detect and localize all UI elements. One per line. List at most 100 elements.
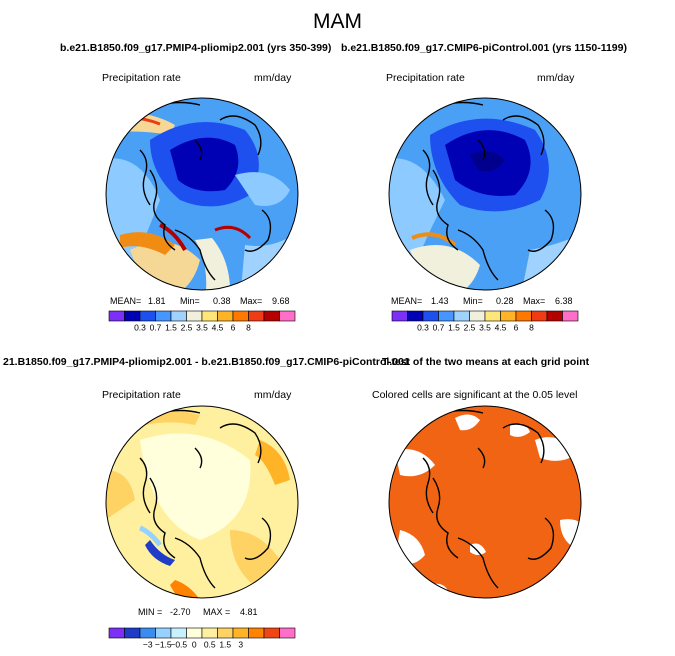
- cb2-swatch-2: [422, 310, 439, 322]
- colorbar-bottom-left-ticks: −3 −1.5−0.5 0 0.5 1.5 3: [143, 640, 243, 650]
- map-bottom-left: [106, 406, 298, 598]
- cb3-tick-label-1: −1.5: [155, 640, 172, 650]
- difference-title: 21.B1850.f09_g17.PMIP4-pliomip2.001 - b.…: [3, 356, 410, 368]
- cb2-swatch-7: [500, 310, 517, 322]
- cb2-swatch-8: [515, 310, 532, 322]
- cb3-swatch-4: [170, 627, 187, 639]
- map-bottom-left-border: [105, 405, 299, 599]
- cb3-tick-label-0: −3: [143, 640, 153, 650]
- cb3-tick-label-2: −0.5: [170, 640, 187, 650]
- case-title-right: b.e21.B1850.f09_g17.CMIP6-piControl.001 …: [341, 42, 627, 54]
- cb3-swatch-9: [248, 627, 265, 639]
- cb3-swatch-10: [263, 627, 280, 639]
- top-left-mean-value: 1.81: [148, 296, 166, 306]
- cb1-swatch-7: [217, 310, 234, 322]
- cb2-swatch-6: [484, 310, 501, 322]
- colorbar-bottom-left: [108, 627, 296, 639]
- case-title-left: b.e21.B1850.f09_g17.PMIP4-pliomip2.001 (…: [60, 42, 332, 54]
- season-title: MAM: [313, 10, 362, 33]
- map-bottom-right: [389, 406, 581, 598]
- cb1-swatch-6: [201, 310, 218, 322]
- colorbar-top-right-ticks: 0.3 0.7 1.5 2.5 3.5 4.5 6 8: [417, 323, 534, 333]
- bottom-left-variable: Precipitation rate: [102, 389, 181, 401]
- cb1-swatch-10: [263, 310, 280, 322]
- diff-min-value: -2.70: [170, 607, 191, 617]
- top-left-variable: Precipitation rate: [102, 72, 181, 84]
- cb1-swatch-5: [186, 310, 203, 322]
- ttest-subtitle: Colored cells are significant at the 0.0…: [372, 389, 578, 401]
- cb1-swatch-11: [279, 310, 296, 322]
- cb2-swatch-11: [562, 310, 579, 322]
- cb1-tick-label-2: 1.5: [165, 323, 177, 333]
- map-top-right-border: [388, 97, 582, 291]
- top-right-min-value: 0.28: [496, 296, 514, 306]
- map-top-left: [106, 98, 298, 290]
- cb1-tick-label-5: 4.5: [212, 323, 224, 333]
- top-right-mean-label: MEAN=: [391, 296, 423, 306]
- cb2-tick-label-2: 1.5: [448, 323, 460, 333]
- top-left-max-label: Max=: [240, 296, 263, 306]
- map-top-left-border: [105, 97, 299, 291]
- cb3-swatch-7: [217, 627, 234, 639]
- cb3-tick-label-6: 3: [238, 640, 243, 650]
- map-bottom-right-border: [388, 405, 582, 599]
- cb2-tick-label-4: 3.5: [479, 323, 491, 333]
- top-right-min-label: Min=: [463, 296, 483, 306]
- cb1-tick-label-7: 8: [246, 323, 251, 333]
- cb2-tick-label-3: 2.5: [464, 323, 476, 333]
- top-left-mean-label: MEAN=: [110, 296, 142, 306]
- cb2-tick-label-1: 0.7: [433, 323, 445, 333]
- cb3-swatch-1: [124, 627, 141, 639]
- cb2-tick-label-0: 0.3: [417, 323, 429, 333]
- cb2-tick-label-7: 8: [529, 323, 534, 333]
- top-right-max-label: Max=: [523, 296, 546, 306]
- colorbar-top-right: [391, 310, 579, 322]
- cb1-tick-label-1: 0.7: [150, 323, 162, 333]
- cb1-swatch-3: [155, 310, 172, 322]
- cb2-swatch-3: [438, 310, 455, 322]
- colorbar-top-left: [108, 310, 296, 322]
- cb2-swatch-5: [469, 310, 486, 322]
- diff-min-label: MIN =: [138, 607, 163, 617]
- cb3-tick-label-5: 1.5: [219, 640, 231, 650]
- cb1-tick-label-6: 6: [231, 323, 236, 333]
- cb1-swatch-2: [139, 310, 156, 322]
- cb3-swatch-5: [186, 627, 203, 639]
- cb1-tick-label-3: 2.5: [181, 323, 193, 333]
- cb2-tick-label-5: 4.5: [495, 323, 507, 333]
- top-right-variable: Precipitation rate: [386, 72, 465, 84]
- diff-max-value: 4.81: [240, 607, 258, 617]
- cb1-tick-label-4: 3.5: [196, 323, 208, 333]
- cb2-swatch-0: [391, 310, 408, 322]
- cb1-swatch-4: [170, 310, 187, 322]
- cb2-swatch-9: [531, 310, 548, 322]
- colorbar-top-left-ticks: 0.3 0.7 1.5 2.5 3.5 4.5 6 8: [134, 323, 251, 333]
- top-left-max-value: 9.68: [272, 296, 290, 306]
- top-left-min-value: 0.38: [213, 296, 231, 306]
- cb1-swatch-8: [232, 310, 249, 322]
- cb1-swatch-0: [108, 310, 125, 322]
- cb2-tick-label-6: 6: [514, 323, 519, 333]
- diff-max-label: MAX =: [203, 607, 231, 617]
- cb3-swatch-8: [232, 627, 249, 639]
- cb1-tick-label-0: 0.3: [134, 323, 146, 333]
- cb3-swatch-11: [279, 627, 296, 639]
- cb3-tick-label-4: 0.5: [204, 640, 216, 650]
- cb1-swatch-1: [124, 310, 141, 322]
- cb3-swatch-0: [108, 627, 125, 639]
- cb3-swatch-3: [155, 627, 172, 639]
- cb3-swatch-6: [201, 627, 218, 639]
- bottom-left-units: mm/day: [254, 389, 292, 401]
- cb3-swatch-2: [139, 627, 156, 639]
- map-top-right: [389, 98, 581, 290]
- top-left-units: mm/day: [254, 72, 292, 84]
- top-left-min-label: Min=: [180, 296, 200, 306]
- cb2-swatch-10: [546, 310, 563, 322]
- cb1-swatch-9: [248, 310, 265, 322]
- top-right-mean-value: 1.43: [431, 296, 449, 306]
- cb2-swatch-4: [453, 310, 470, 322]
- top-right-units: mm/day: [537, 72, 575, 84]
- top-right-max-value: 6.38: [555, 296, 573, 306]
- cb2-swatch-1: [407, 310, 424, 322]
